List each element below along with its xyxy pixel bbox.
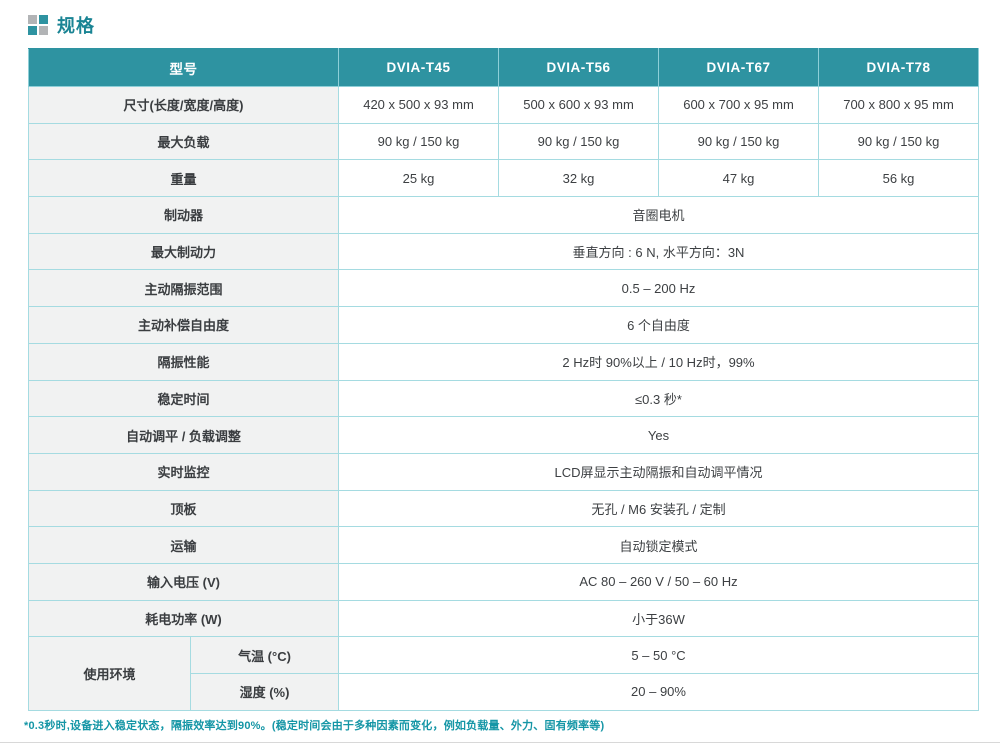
spec-value: 垂直方向 : 6 N, 水平方向：3N [338, 232, 979, 271]
spec-label: 主动补偿自由度 [28, 306, 339, 344]
spec-value: 音圈电机 [338, 196, 979, 234]
footnote: *0.3秒时,设备进入稳定状态，隔振效率达到90%。(稳定时间会由于多种因素而变… [24, 720, 605, 732]
table-row: 主动补偿自由度 6 个自由度 [28, 306, 979, 344]
spec-value: 600 x 700 x 95 mm [658, 86, 819, 124]
spec-sublabel: 湿度 (%) [190, 673, 339, 711]
col-header-dvia-t45: DVIA-T45 [338, 48, 499, 87]
spec-label: 主动隔振范围 [28, 269, 339, 308]
spec-label-environment: 使用环境 [28, 636, 191, 711]
table-row: 最大制动力 垂直方向 : 6 N, 水平方向：3N [28, 232, 979, 271]
spec-value: 47 kg [658, 159, 819, 198]
spec-sublabel: 气温 (°C) [190, 636, 339, 674]
col-header-dvia-t78: DVIA-T78 [818, 48, 979, 87]
spec-value: 5 – 50 °C [338, 636, 979, 674]
table-row: 尺寸(长度/宽度/高度) 420 x 500 x 93 mm 500 x 600… [28, 86, 979, 124]
table-row: 顶板 无孔 / M6 安装孔 / 定制 [28, 489, 979, 528]
spec-value: 20 – 90% [338, 673, 979, 711]
spec-label: 输入电压 (V) [28, 562, 339, 601]
spec-value: AC 80 – 260 V / 50 – 60 Hz [338, 562, 979, 601]
spec-label: 隔振性能 [28, 342, 339, 381]
spec-value: 56 kg [818, 159, 979, 198]
spec-value: 700 x 800 x 95 mm [818, 86, 979, 124]
table-row: 输入电压 (V) AC 80 – 260 V / 50 – 60 Hz [28, 562, 979, 601]
spec-value: 6 个自由度 [338, 306, 979, 344]
grid-icon-square [28, 15, 37, 24]
grid-icon-square [39, 15, 48, 24]
spec-value: 2 Hz时 90%以上 / 10 Hz时，99% [338, 342, 979, 381]
spec-value: 无孔 / M6 安装孔 / 定制 [338, 489, 979, 528]
spec-label: 实时监控 [28, 452, 339, 491]
table-header-row: 型号 DVIA-T45 DVIA-T56 DVIA-T67 DVIA-T78 [28, 48, 979, 87]
spec-value: LCD屏显示主动隔振和自动调平情况 [338, 452, 979, 491]
spec-value: ≤0.3 秒* [338, 379, 979, 418]
spec-table: 型号 DVIA-T45 DVIA-T56 DVIA-T67 DVIA-T78 尺… [28, 48, 979, 711]
spec-value: 小于36W [338, 599, 979, 638]
page-title: 规格 [57, 16, 95, 36]
spec-label: 最大制动力 [28, 232, 339, 271]
spec-label: 顶板 [28, 489, 339, 528]
table-row: 主动隔振范围 0.5 – 200 Hz [28, 269, 979, 308]
table-row: 湿度 (%) 20 – 90% [29, 673, 979, 711]
spec-value: 32 kg [498, 159, 659, 198]
spec-value: 420 x 500 x 93 mm [338, 86, 499, 124]
spec-label: 重量 [28, 159, 339, 198]
table-row: 使用环境 气温 (°C) 5 – 50 °C [28, 636, 979, 711]
spec-label: 尺寸(长度/宽度/高度) [28, 86, 339, 124]
spec-value: Yes [338, 416, 979, 454]
table-row: 制动器 音圈电机 [28, 196, 979, 234]
grid-icon-square [28, 26, 37, 35]
spec-value: 25 kg [338, 159, 499, 198]
table-row: 自动调平 / 负载调整 Yes [28, 416, 979, 454]
spec-label: 运输 [28, 526, 339, 564]
spec-label: 最大负载 [28, 122, 339, 161]
spec-label: 耗电功率 (W) [28, 599, 339, 638]
spec-value: 0.5 – 200 Hz [338, 269, 979, 308]
grid-icon-square [39, 26, 48, 35]
table-row: 耗电功率 (W) 小于36W [28, 599, 979, 638]
spec-label: 制动器 [28, 196, 339, 234]
spec-value: 90 kg / 150 kg [338, 122, 499, 161]
grid-icon [28, 15, 48, 35]
spec-value: 90 kg / 150 kg [658, 122, 819, 161]
spec-value: 500 x 600 x 93 mm [498, 86, 659, 124]
table-row: 最大负载 90 kg / 150 kg 90 kg / 150 kg 90 kg… [28, 122, 979, 161]
table-row: 稳定时间 ≤0.3 秒* [28, 379, 979, 418]
spec-value: 自动锁定模式 [338, 526, 979, 564]
spec-value: 90 kg / 150 kg [498, 122, 659, 161]
table-row: 实时监控 LCD屏显示主动隔振和自动调平情况 [28, 452, 979, 491]
col-header-model: 型号 [28, 48, 339, 87]
table-row: 重量 25 kg 32 kg 47 kg 56 kg [28, 159, 979, 198]
spec-label: 稳定时间 [28, 379, 339, 418]
col-header-dvia-t56: DVIA-T56 [498, 48, 659, 87]
col-header-dvia-t67: DVIA-T67 [658, 48, 819, 87]
spec-label: 自动调平 / 负载调整 [28, 416, 339, 454]
spec-value: 90 kg / 150 kg [818, 122, 979, 161]
section-header: 规格 [28, 12, 95, 38]
table-row: 运输 自动锁定模式 [28, 526, 979, 564]
table-row: 隔振性能 2 Hz时 90%以上 / 10 Hz时，99% [28, 342, 979, 381]
